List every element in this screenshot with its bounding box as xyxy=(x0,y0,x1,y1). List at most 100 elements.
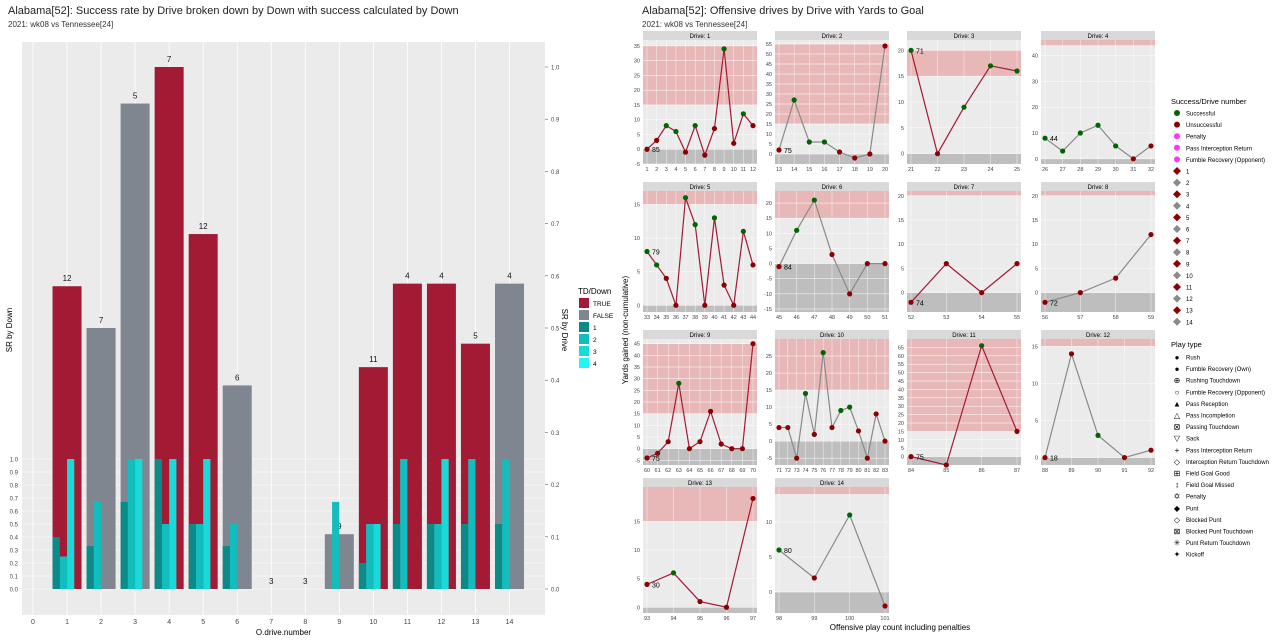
panel-x-tick: 11 xyxy=(741,167,747,173)
drive-line xyxy=(704,128,716,156)
play-point xyxy=(702,302,708,308)
panel-x-tick: 61 xyxy=(655,468,661,474)
drive-line xyxy=(699,411,712,442)
drive-line xyxy=(1115,234,1152,279)
drive-line xyxy=(813,352,824,435)
play-point xyxy=(908,454,914,460)
down-sr-bar xyxy=(434,524,442,589)
down-sr-bar xyxy=(366,524,374,589)
x-tick-label: 10 xyxy=(369,619,377,626)
drive-plays-label: 6 xyxy=(235,373,240,382)
legend-playtype-label: Field Goal Missed xyxy=(1186,483,1234,489)
drive-line xyxy=(1080,277,1116,294)
panel-strip xyxy=(1041,31,1155,40)
panel-x-tick: 55 xyxy=(1014,315,1020,321)
red-zone xyxy=(907,339,1021,432)
play-point xyxy=(665,439,671,445)
play-point xyxy=(852,155,858,161)
panel-x-tick: 101 xyxy=(880,616,889,622)
down-sr-bar xyxy=(86,546,94,589)
panel-y-tick: 35 xyxy=(898,396,904,402)
panel-x-tick: 82 xyxy=(873,468,879,474)
panel-y-tick: 40 xyxy=(1032,54,1038,60)
down-sr-bar xyxy=(468,459,476,589)
x-tick-label: 7 xyxy=(269,619,273,626)
play-point xyxy=(1095,122,1101,128)
drive-line xyxy=(646,139,658,150)
panel-strip xyxy=(1041,182,1155,191)
down-sr-bar xyxy=(426,524,435,589)
drive-line xyxy=(741,343,754,449)
drive-line xyxy=(831,410,842,428)
panel-y-tick: 5 xyxy=(769,422,772,428)
play-point xyxy=(1077,290,1083,296)
legend-playtype-marker: ▽ xyxy=(1174,434,1181,443)
legend-success-label: Pass Interception Return xyxy=(1186,146,1252,152)
drive-line xyxy=(646,572,674,585)
drive-line xyxy=(945,263,983,294)
panel-strip-label: Drive: 1 xyxy=(690,34,711,40)
loss-zone xyxy=(643,149,757,164)
panel-y-tick: 50 xyxy=(766,52,772,58)
panel-x-tick: 93 xyxy=(644,616,650,622)
panel-x-tick: 85 xyxy=(943,468,949,474)
y2-tick-label: 0.5 xyxy=(551,327,560,333)
legend-success-title: Success/Drive number xyxy=(1171,97,1247,106)
panel-strip-label: Drive: 5 xyxy=(690,185,711,191)
drive-line xyxy=(1044,292,1081,303)
loss-zone xyxy=(1041,158,1155,164)
y2-tick-label: 1.0 xyxy=(551,66,560,72)
panel-bg xyxy=(907,191,1021,312)
panel-y-tick: 5 xyxy=(769,555,772,561)
play-point xyxy=(811,575,817,581)
panel-y-tick: 10 xyxy=(1032,131,1038,137)
panel-x-tick: 42 xyxy=(731,315,737,321)
legend-playtype-marker: ✡ xyxy=(1174,492,1181,501)
drive-panel: Drive: 11 0 5 10 15 20 25 30 35 40 45 50 55 60 65 84 85 8… xyxy=(898,330,1021,474)
panel-strip xyxy=(643,182,757,191)
drive-line xyxy=(1115,145,1134,160)
loss-zone xyxy=(775,263,889,312)
panel-bg xyxy=(643,339,757,465)
panel-x-tick: 43 xyxy=(740,315,746,321)
panel-y-tick: 5 xyxy=(769,246,772,252)
legend-swatch xyxy=(579,298,589,308)
legend-playtype-label: Passing Touchdown xyxy=(1186,425,1239,431)
panel-strip xyxy=(1041,330,1155,339)
panel-bg xyxy=(775,487,889,613)
panel-x-tick: 37 xyxy=(682,315,688,321)
play-point xyxy=(838,407,844,414)
down-sr-bar xyxy=(229,524,238,589)
panel-y-tick: 15 xyxy=(898,218,904,224)
play-point xyxy=(806,139,812,145)
start-yardline-label: 80 xyxy=(784,548,792,555)
panel-strip xyxy=(775,182,889,191)
legend-playtype-label: Blocked Punt Touchdown xyxy=(1186,530,1253,536)
down-sr-bar xyxy=(161,524,170,589)
play-point xyxy=(718,441,724,447)
down-sr-bar xyxy=(154,459,162,589)
panel-x-tick: 48 xyxy=(829,315,835,321)
panel-strip xyxy=(643,478,757,487)
y-tick-label: 1.0 xyxy=(10,458,19,464)
panel-x-tick: 68 xyxy=(729,468,735,474)
x-tick-label: 0 xyxy=(31,619,35,626)
play-point xyxy=(1060,148,1066,154)
play-point xyxy=(708,408,714,414)
panel-y-tick: 0 xyxy=(769,590,772,596)
loss-zone xyxy=(1041,292,1155,312)
panel-x-tick: 2 xyxy=(655,167,658,173)
drive-line xyxy=(675,197,687,306)
panel-y-tick: 10 xyxy=(898,242,904,248)
drive-line xyxy=(656,264,667,279)
x-tick-label: 13 xyxy=(472,619,480,626)
play-point xyxy=(739,446,746,452)
play-point xyxy=(1095,432,1101,438)
panel-x-tick: 73 xyxy=(794,468,800,474)
panel-y-tick: 55 xyxy=(898,362,904,368)
play-point xyxy=(979,290,985,296)
red-zone xyxy=(1041,40,1155,46)
y2-tick-label: 0.2 xyxy=(551,483,560,489)
panel-x-tick: 27 xyxy=(1060,167,1066,173)
